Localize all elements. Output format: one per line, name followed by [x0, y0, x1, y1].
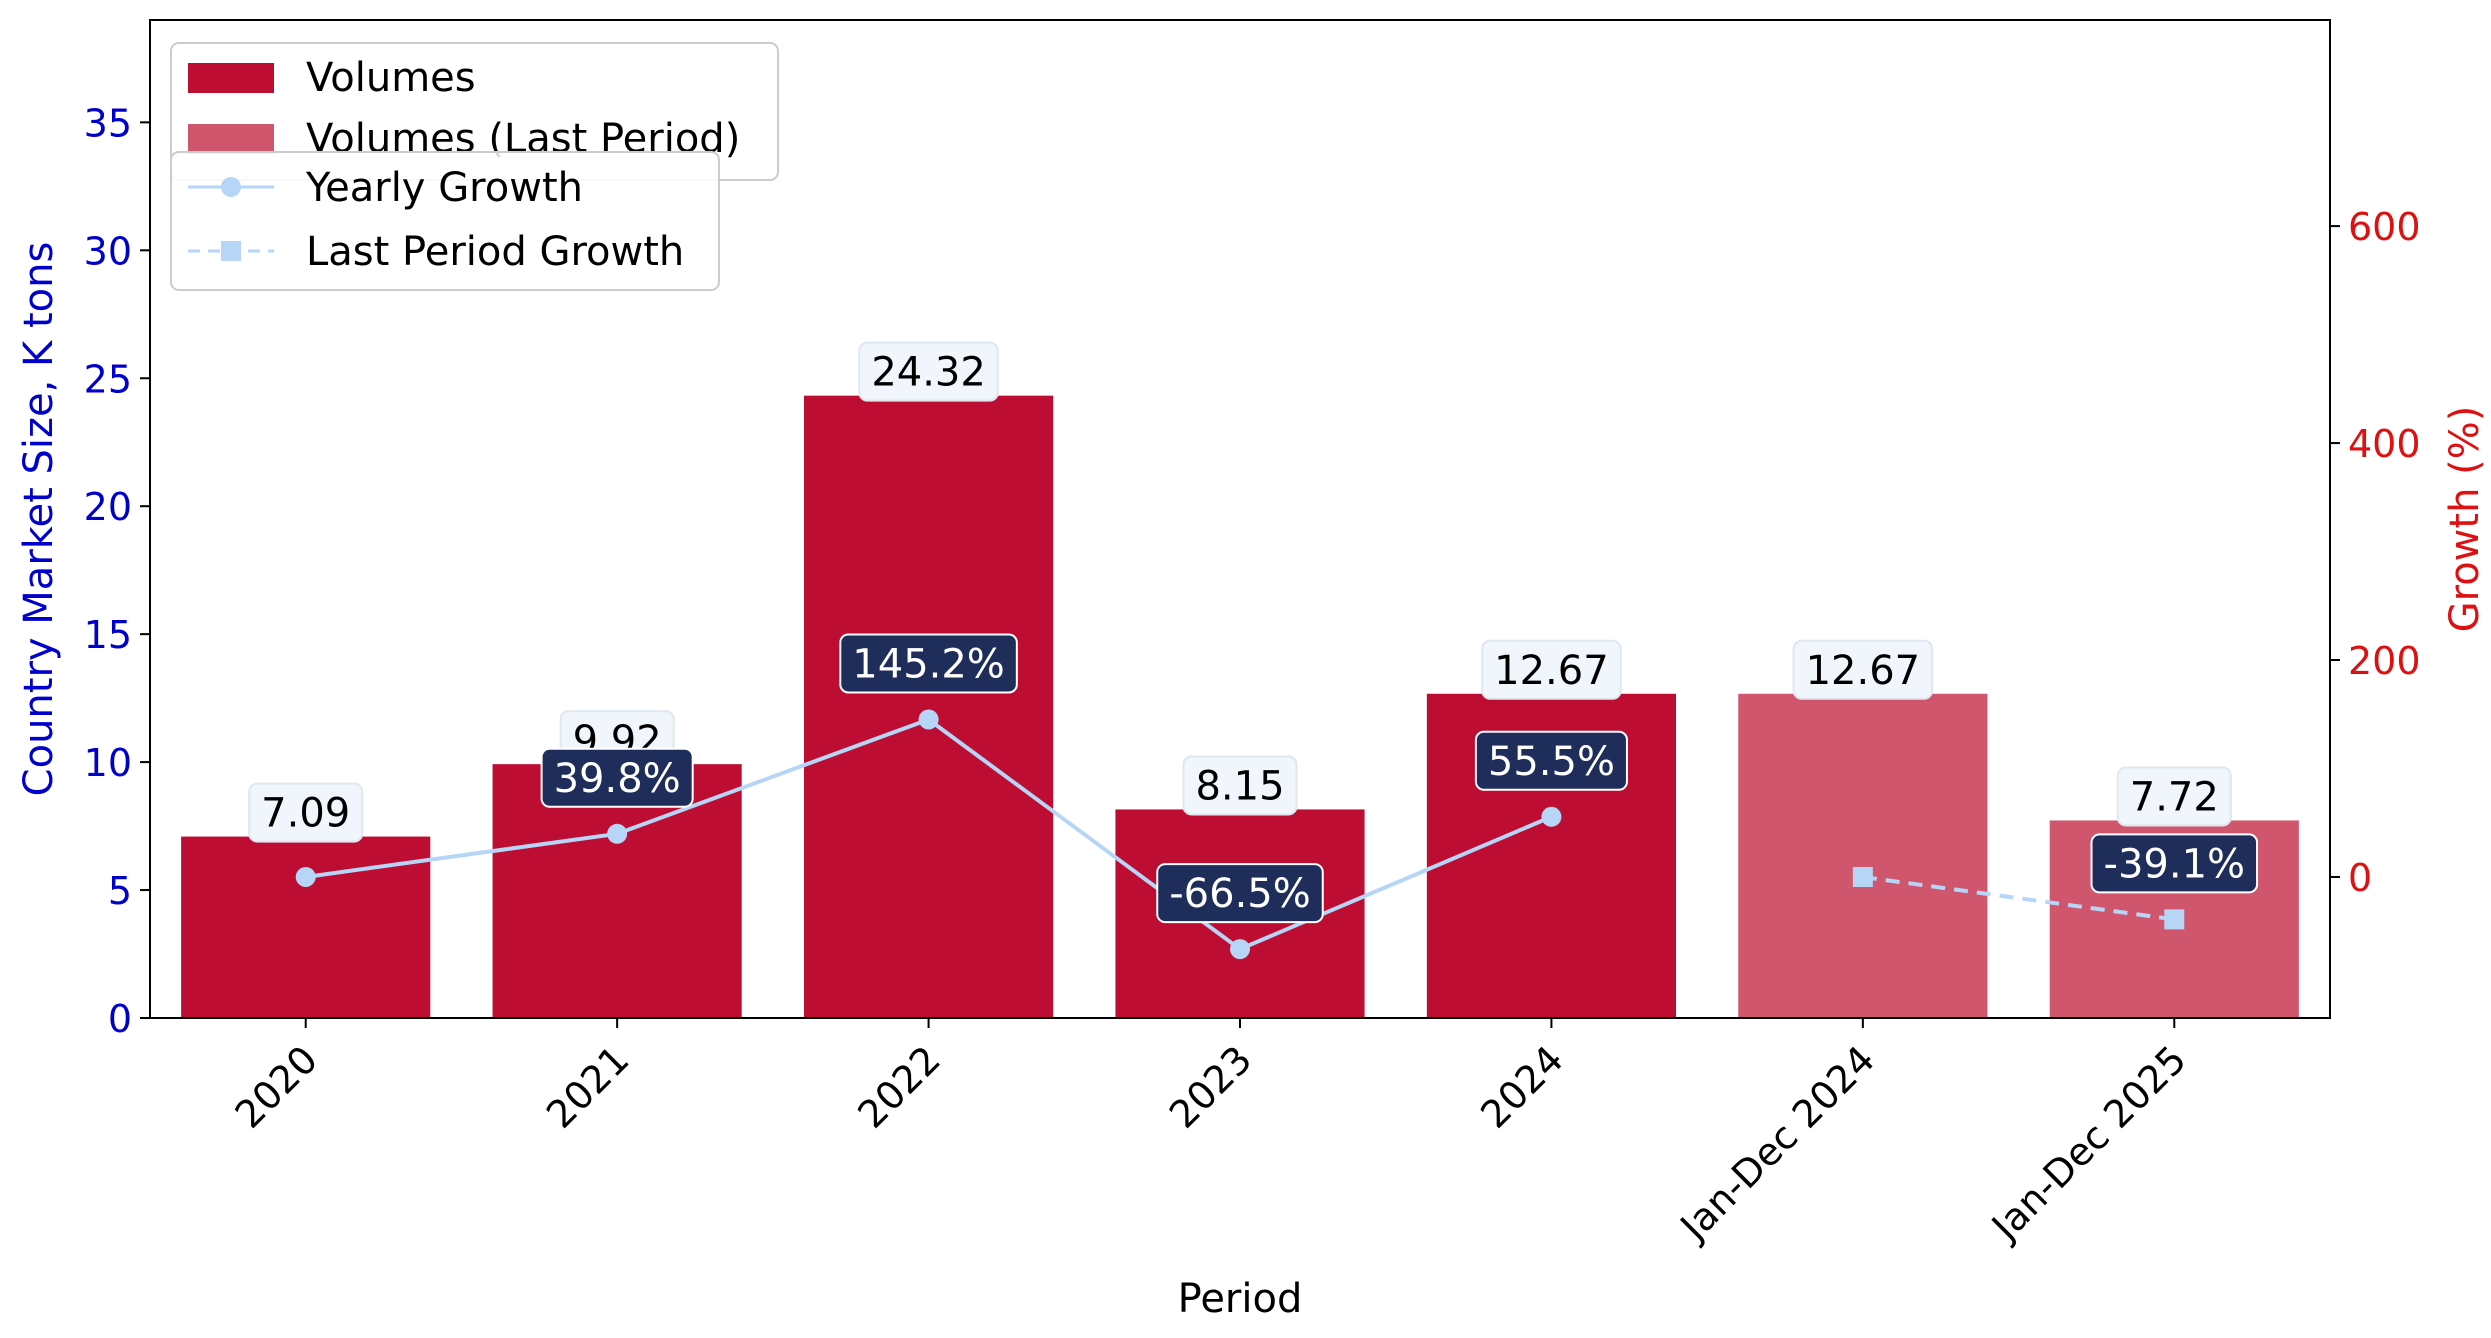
value-label-2020: 7.09 — [261, 791, 350, 837]
y-axis-right: 0 200 400 600 — [2330, 205, 2421, 900]
point-yearly-growth-2023 — [1230, 939, 1250, 960]
value-label-2024: 12.67 — [1494, 648, 1609, 694]
value-label-2024-box — [1481, 639, 1622, 700]
y-axis-left: 0 5 10 15 20 25 30 35 — [84, 101, 150, 1041]
legend-swatch-volumes-last-period — [188, 124, 274, 154]
y-tick-label-15: 15 — [84, 613, 132, 657]
x-axis: 2020 2021 2022 2023 2024 Jan-Dec 2024 Jan-Dec … — [227, 1018, 2195, 1250]
value-label-jan-dec-2024: 12.67 — [1806, 648, 1921, 694]
y-tick-label-0: 0 — [108, 997, 132, 1041]
x-tick-label-2021: 2021 — [538, 1037, 638, 1137]
x-tick-label-2023: 2023 — [1161, 1037, 1261, 1137]
bars-layer — [181, 395, 2299, 1018]
value-label-2022: 24.32 — [871, 350, 986, 396]
value-label-2020-box — [248, 782, 364, 843]
legend-label-volumes: Volumes — [306, 55, 476, 101]
y-tick-label-35: 35 — [84, 101, 132, 145]
point-yearly-growth-2021 — [607, 823, 628, 844]
point-last-period-growth-jan-dec-2025 — [2164, 909, 2185, 930]
x-tick-label-2024: 2024 — [1472, 1037, 1572, 1137]
y2-tick-label-600: 600 — [2348, 205, 2421, 249]
growth-label-2022: 145.2% — [852, 641, 1005, 687]
growth-label-jan-dec-2025: -39.1% — [2104, 841, 2246, 887]
line-last-period-growth — [1862, 874, 2175, 922]
x-axis-label: Period — [1178, 1276, 1303, 1322]
growth-label-2023-box — [1156, 863, 1324, 924]
legend-marker-last-period-growth — [221, 241, 241, 261]
value-label-2023-box — [1182, 755, 1298, 816]
y-tick-label-10: 10 — [84, 741, 132, 785]
y-tick-label-20: 20 — [84, 485, 132, 529]
legend-label-last-period-growth: Last Period Growth — [306, 229, 684, 275]
y2-tick-label-0: 0 — [2348, 856, 2372, 900]
value-label-2022-box — [858, 341, 999, 402]
growth-label-jan-dec-2025-box — [2090, 833, 2259, 894]
point-yearly-growth-2022 — [918, 709, 939, 730]
growth-label-2024-box — [1474, 730, 1628, 791]
point-last-period-growth-jan-dec-2024 — [1852, 866, 1873, 887]
value-label-jan-dec-2025-box — [2116, 766, 2232, 827]
y-axis-label: Country Market Size, K tons — [16, 242, 62, 797]
growth-label-2021-box — [540, 747, 694, 808]
y-tick-label-5: 5 — [108, 869, 132, 913]
y-tick-label-30: 30 — [84, 229, 132, 273]
bar-volumes-last-period-jan-dec-2024 — [1738, 693, 1988, 1018]
legend-label-yearly-growth: Yearly Growth — [305, 165, 583, 211]
legend-growth: Yearly Growth Last Period Growth — [170, 151, 720, 291]
y2-tick-label-200: 200 — [2348, 639, 2421, 683]
x-tick-label-2022: 2022 — [849, 1037, 949, 1137]
y-tick-label-25: 25 — [84, 357, 132, 401]
lines-layer — [295, 709, 2185, 960]
value-label-jan-dec-2025: 7.72 — [2130, 774, 2219, 820]
point-yearly-growth-2024 — [1541, 806, 1562, 827]
y2-axis-label: Growth (%) — [2442, 406, 2488, 633]
bar-volumes-2022 — [804, 395, 1054, 1018]
growth-label-2024: 55.5% — [1488, 739, 1615, 785]
growth-label-2023: -66.5% — [1169, 871, 1311, 917]
point-yearly-growth-2020 — [295, 866, 316, 887]
legend-swatch-volumes — [188, 63, 274, 93]
legend-marker-yearly-growth — [221, 177, 241, 197]
x-tick-label-2020: 2020 — [227, 1037, 327, 1137]
x-tick-label-jan-dec-2024: Jan-Dec 2024 — [1671, 1037, 1884, 1250]
growth-label-2021: 39.8% — [554, 756, 681, 802]
growth-label-2022-box — [839, 633, 1018, 694]
value-label-jan-dec-2024-box — [1792, 639, 1934, 700]
x-tick-label-jan-dec-2025: Jan-Dec 2025 — [1982, 1037, 2195, 1250]
value-label-2023: 8.15 — [1195, 763, 1284, 809]
y2-tick-label-400: 400 — [2348, 422, 2421, 466]
legend-volumes: Volumes Volumes (Last Period) — [170, 42, 779, 181]
